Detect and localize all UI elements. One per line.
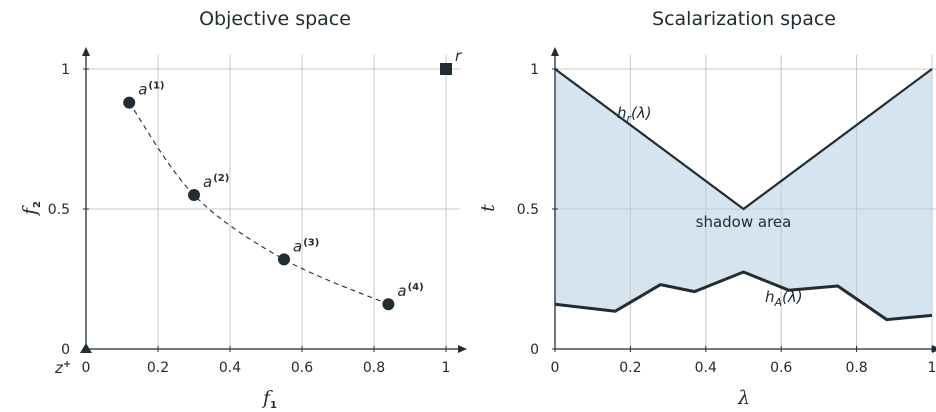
solution-point-label-3: a(3)	[293, 237, 319, 255]
objective-y-tick-label: 1	[61, 62, 70, 78]
objective-x-tick-label: 0.2	[147, 360, 169, 376]
reference-point-label: r	[455, 47, 462, 65]
scalarization-y-tick-label: 0.5	[517, 202, 539, 218]
solution-point-1	[123, 96, 136, 109]
plot-area-scalarization	[555, 69, 932, 320]
solution-point-2	[188, 189, 200, 201]
axes-objective	[82, 47, 467, 353]
scalarization-x-tick-label: 0.4	[695, 360, 717, 376]
solution-point-label-1: a(1)	[138, 81, 164, 99]
objective-y-tick-label: 0.5	[48, 202, 70, 218]
series-lines-scalarization: hr(λ) hA(λ) shadow area	[554, 68, 933, 322]
scalarization-x-tick-label: 0.2	[619, 360, 641, 376]
objective-x-tick-label: 0.8	[363, 360, 385, 376]
series-line-h-r	[554, 68, 933, 211]
shadow-area-label: shadow area	[696, 213, 792, 231]
scalarization-x-tick-label: 1	[928, 360, 936, 376]
scalarization-y-tick-label: 1	[530, 62, 539, 78]
tick-labels-scalarization: 0 0.2 0.4 0.6 0.8 1 0 0.5 1	[517, 62, 936, 376]
objective-x-tick-label: 1	[442, 360, 451, 376]
ideal-point-label: z+	[54, 359, 71, 377]
solution-point-3	[278, 253, 290, 266]
plot-area-objective: a(1) a(2) a(3) a(4) r z+	[54, 47, 462, 377]
series-label-h-r: hr(λ)	[617, 104, 652, 125]
objective-space-chart: Objective space a(1) a(2) a(3) a(4) r z+ 0 0.2…	[19, 8, 467, 411]
objective-x-tick-label: 0	[82, 360, 91, 376]
solution-point-4	[382, 298, 395, 311]
grid-objective	[86, 55, 460, 349]
scalarization-y-tick-label: 0	[530, 342, 539, 358]
shadow-area-fill	[555, 69, 932, 320]
x-axis-label-scalarization: λ	[737, 387, 750, 409]
objective-y-arrowhead	[82, 47, 90, 56]
series-label-h-a: hA(λ)	[765, 288, 803, 309]
series-line-h-a	[554, 270, 933, 322]
scalarization-y-arrowhead	[551, 47, 559, 56]
pareto-front-curve	[128, 102, 389, 305]
scalarization-x-tick-label: 0	[551, 360, 560, 376]
y-axis-label-objective: f2	[19, 201, 43, 217]
y-axis-label-scalarization: t	[477, 204, 499, 212]
scalarization-space-chart: Scalarization space hr(λ) hA(λ) shadow are…	[477, 8, 936, 409]
objective-y-tick-label: 0	[61, 342, 70, 358]
objective-x-arrowhead	[458, 345, 467, 353]
solution-point-label-4: a(4)	[397, 282, 423, 300]
solution-point-label-2: a(2)	[203, 173, 229, 191]
reference-point-marker	[440, 63, 452, 75]
axes-scalarization	[551, 47, 936, 353]
objective-x-tick-label: 0.4	[219, 360, 241, 376]
objective-x-tick-label: 0.6	[291, 360, 313, 376]
scalarization-x-tick-label: 0.8	[845, 360, 867, 376]
tick-labels-objective: 0 0.2 0.4 0.6 0.8 1 0 0.5 1	[48, 62, 451, 376]
chart-title-objective: Objective space	[199, 8, 351, 30]
chart-title-scalarization: Scalarization space	[652, 8, 836, 30]
scalarization-x-tick-label: 0.6	[770, 360, 792, 376]
x-axis-label-objective: f1	[261, 387, 277, 411]
scalarization-x-arrowhead	[932, 345, 936, 353]
